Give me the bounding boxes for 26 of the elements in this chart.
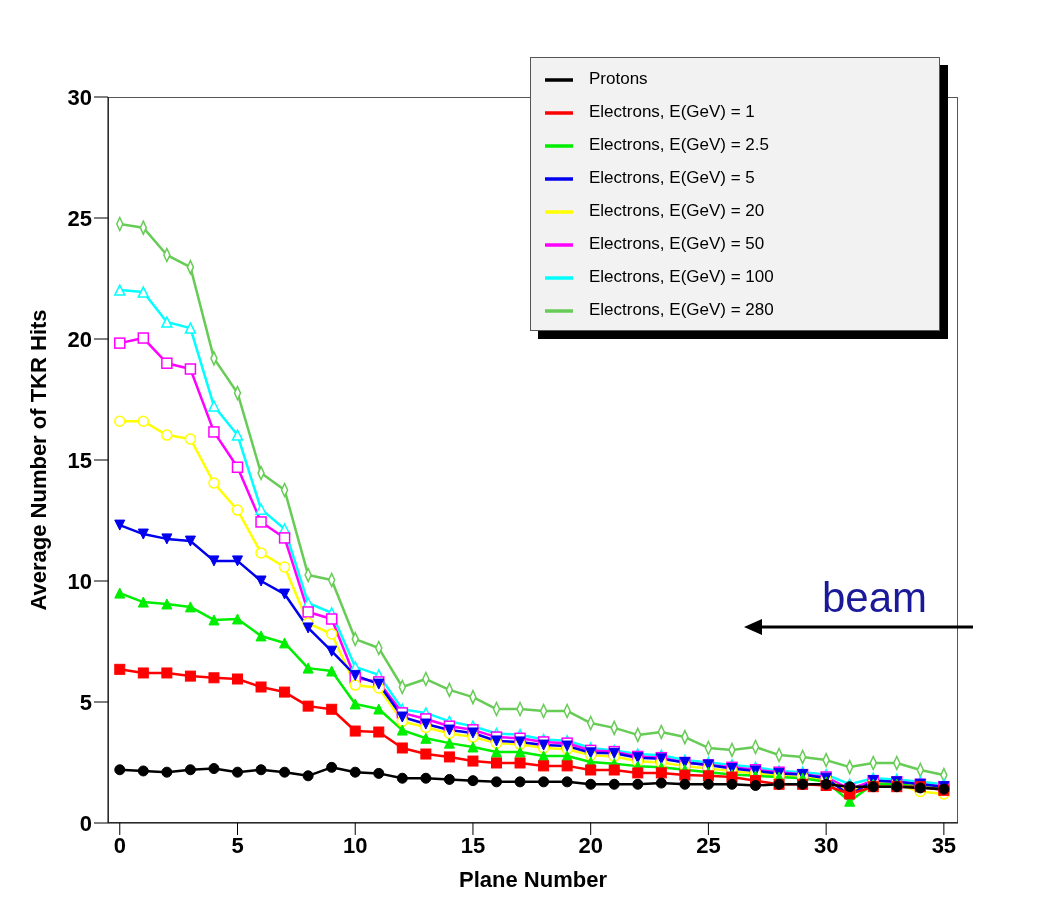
y-tick-label: 20 <box>67 326 92 352</box>
legend-label: Electrons, E(GeV) = 2.5 <box>589 134 770 156</box>
x-tick-label: 35 <box>931 832 957 858</box>
y-tick-label: 5 <box>79 689 92 715</box>
x-tick-label: 5 <box>231 832 244 858</box>
legend-label: Electrons, E(GeV) = 5 <box>589 167 756 189</box>
x-tick-label: 20 <box>578 832 603 858</box>
y-tick-label: 15 <box>67 447 92 473</box>
x-axis-title: Plane Number <box>459 866 608 892</box>
legend-label: Electrons, E(GeV) = 1 <box>589 101 756 123</box>
y-tick-label: 30 <box>67 84 92 110</box>
legend-label: Electrons, E(GeV) = 100 <box>589 266 775 288</box>
x-tick-label: 25 <box>696 832 721 858</box>
legend-label: Electrons, E(GeV) = 20 <box>589 200 766 222</box>
x-tick-label: 30 <box>813 832 839 858</box>
y-tick-label: 10 <box>67 568 92 594</box>
x-tick-label: 10 <box>342 832 368 858</box>
y-axis-title: Average Number of TKR Hits <box>25 309 51 611</box>
legend-label: Protons <box>589 68 649 90</box>
x-tick-label: 0 <box>113 832 126 858</box>
legend-label: Electrons, E(GeV) = 280 <box>589 299 775 321</box>
y-tick-label: 0 <box>79 810 92 836</box>
y-tick-label: 25 <box>67 205 92 231</box>
x-tick-label: 15 <box>460 832 486 858</box>
annotation: beam <box>822 574 928 622</box>
legend-label: Electrons, E(GeV) = 50 <box>589 233 766 255</box>
